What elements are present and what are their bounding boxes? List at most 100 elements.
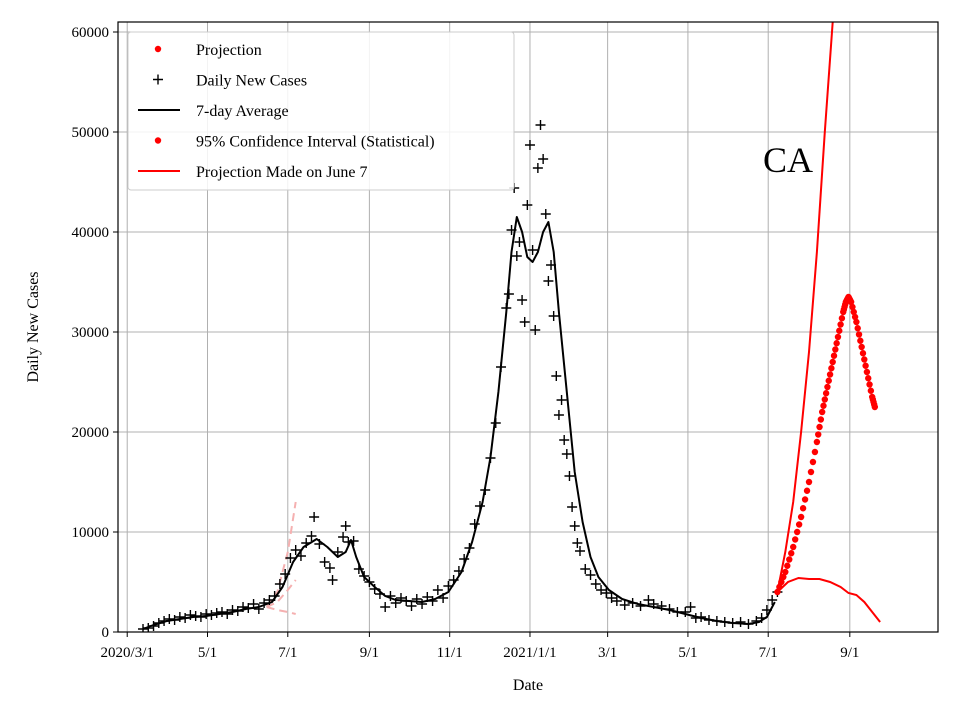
projection-point [861, 356, 868, 363]
x-tick-label: 9/1 [840, 645, 859, 661]
daily-case-marker [327, 575, 338, 585]
projection-point [807, 468, 815, 476]
projection-point [788, 550, 795, 557]
projection-point [818, 408, 826, 416]
projection-point [849, 303, 856, 311]
daily-case-marker [767, 595, 778, 605]
y-tick-label: 30000 [72, 325, 110, 341]
daily-case-marker [543, 276, 554, 286]
x-tick-label: 5/1 [198, 645, 217, 661]
x-tick-label: 3/1 [598, 645, 617, 661]
y-tick-label: 10000 [72, 525, 110, 541]
projection-point [862, 362, 869, 369]
x-tick-label: 9/1 [360, 645, 379, 661]
daily-case-marker [309, 512, 320, 522]
projection-point [801, 496, 809, 503]
daily-case-marker [532, 163, 543, 173]
daily-case-marker [380, 602, 391, 612]
daily-case-marker [580, 564, 591, 574]
projection-point [778, 578, 785, 586]
projection-point [828, 365, 835, 372]
daily-case-marker [290, 545, 301, 555]
projection-point [774, 588, 781, 596]
series-layer [138, 22, 881, 632]
legend-label: 95% Confidence Interval (Statistical) [196, 134, 435, 151]
legend-label: 7-day Average [196, 103, 289, 120]
x-axis-label: Date [513, 677, 543, 694]
daily-case-marker [685, 602, 696, 612]
daily-case-marker [432, 585, 443, 595]
daily-case-marker [227, 605, 238, 615]
legend-label: Projection [196, 42, 262, 59]
projection-point [791, 536, 799, 543]
projection-point [836, 327, 843, 334]
projection-point [776, 583, 783, 591]
daily-case-marker [553, 410, 564, 420]
plot-frame [117, 21, 939, 633]
y-tick-label: 50000 [72, 125, 110, 141]
daily-case-marker [517, 295, 528, 305]
projection-point [865, 375, 872, 382]
seven-day-average-line [142, 216, 776, 630]
daily-case-marker [551, 371, 562, 381]
early-projection-line-2 [266, 606, 296, 615]
y-tick-label: 20000 [72, 425, 110, 441]
ticks: 2020/3/1 5/1 7/1 9/1 11/1 2021/1/1 3/1 5/1 7/1 9/… [72, 25, 860, 661]
projection-point [820, 402, 827, 409]
legend-label: Projection Made on June 7 [196, 164, 368, 181]
projection-point [793, 528, 801, 536]
projection-point [799, 505, 807, 512]
daily-case-marker [540, 209, 551, 219]
projection-point [805, 478, 813, 486]
projection-point [850, 308, 857, 316]
daily-case-marker [680, 607, 691, 617]
projection-point [780, 573, 787, 581]
daily-case-marker [585, 570, 596, 580]
daily-case-marker [735, 617, 746, 627]
projection-point [838, 315, 846, 322]
daily-case-marker [556, 395, 567, 405]
projection-point [790, 543, 797, 551]
legend-swatch-plus [153, 74, 163, 85]
daily-case-marker [643, 595, 654, 605]
projection-point [782, 568, 789, 576]
daily-case-marker [319, 557, 330, 567]
daily-case-marker [332, 547, 343, 557]
daily-case-marker [406, 601, 417, 611]
projection-point [795, 521, 803, 528]
projection-point [815, 431, 822, 438]
daily-case-marker [514, 237, 525, 247]
projection-point [826, 371, 834, 378]
projection-point [817, 416, 825, 423]
daily-case-marker [596, 585, 607, 595]
daily-case-marker [590, 579, 601, 589]
daily-case-marker [548, 311, 559, 321]
projection-point [854, 325, 861, 332]
projection-point [811, 448, 819, 456]
legend-swatch-dot [154, 137, 162, 144]
projection-point [830, 352, 838, 359]
early-projection-line-3 [266, 579, 297, 608]
daily-case-marker [511, 251, 522, 261]
projection-point [824, 383, 831, 391]
projection-point [834, 333, 842, 341]
projection-point [857, 337, 864, 344]
y-tick-label: 0 [102, 625, 110, 641]
daily-case-marker [469, 519, 480, 529]
projection-point [809, 458, 817, 466]
early-projection-line-1 [265, 501, 297, 608]
x-tick-label: 2021/1/1 [503, 645, 556, 661]
x-tick-label: 11/1 [437, 645, 463, 661]
daily-case-marker [164, 614, 175, 624]
daily-case-marker [567, 502, 578, 512]
projection-point [832, 346, 839, 353]
daily-case-marker [601, 588, 612, 598]
daily-case-marker [524, 140, 535, 150]
daily-case-marker [535, 120, 546, 130]
projection-point [866, 381, 873, 388]
projection-point [803, 487, 811, 494]
daily-case-marker [174, 612, 185, 622]
projection-point [855, 331, 863, 338]
daily-case-marker [564, 471, 575, 481]
